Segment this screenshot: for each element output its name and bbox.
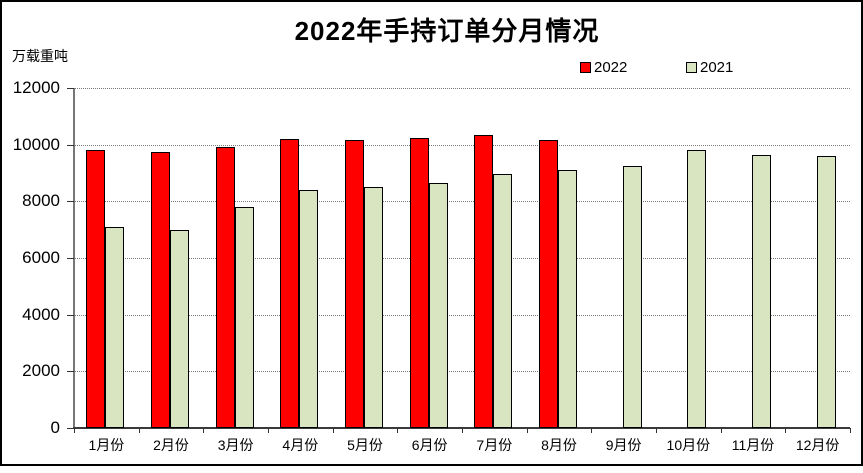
legend-label-2022: 2022 bbox=[594, 58, 628, 76]
gridline-4000 bbox=[74, 314, 850, 316]
x-axis-boundary-tick bbox=[332, 428, 334, 433]
y-tick-4000 bbox=[67, 314, 74, 316]
x-axis-label-10月份: 10月份 bbox=[666, 437, 711, 453]
bar-2021-11月份 bbox=[752, 155, 771, 428]
legend-swatch-2021 bbox=[686, 61, 697, 73]
y-tick-label-4000: 4000 bbox=[22, 304, 60, 324]
y-tick-label-6000: 6000 bbox=[22, 248, 60, 267]
chart-title: 2022年手持订单分月情况 bbox=[294, 16, 600, 46]
x-axis-label-11月份: 11月份 bbox=[731, 437, 775, 453]
y-tick-label-0: 0 bbox=[50, 418, 60, 437]
bar-2021-3月份 bbox=[235, 207, 254, 428]
bar-2021-4月份 bbox=[299, 190, 318, 428]
legend-label-2021: 2021 bbox=[700, 58, 734, 76]
x-axis-label-5月份: 5月份 bbox=[347, 437, 383, 453]
bar-2022-1月份 bbox=[86, 150, 105, 428]
x-axis-label-2月份: 2月份 bbox=[153, 437, 189, 453]
x-axis-label-4月份: 4月份 bbox=[282, 437, 319, 453]
legend-item-2022: 2022 bbox=[580, 58, 628, 76]
x-axis-line bbox=[73, 427, 850, 429]
x-axis-boundary-tick bbox=[850, 428, 851, 433]
gridline-6000 bbox=[74, 258, 850, 259]
y-axis-unit-label: 万载重吨 bbox=[12, 48, 68, 64]
x-axis-boundary-tick bbox=[203, 428, 205, 433]
bar-2021-8月份 bbox=[558, 170, 577, 428]
y-tick-label-8000: 8000 bbox=[22, 191, 60, 211]
x-axis-boundary-tick bbox=[785, 428, 787, 433]
y-tick-label-10000: 10000 bbox=[12, 134, 60, 154]
y-tick-8000 bbox=[67, 201, 74, 203]
x-axis-boundary-tick bbox=[268, 428, 269, 433]
x-axis-boundary-tick bbox=[74, 428, 75, 433]
bar-2022-2月份 bbox=[151, 152, 170, 428]
bar-2021-2月份 bbox=[170, 230, 189, 428]
bar-2021-10月份 bbox=[687, 150, 706, 428]
y-tick-label-2000: 2000 bbox=[22, 361, 60, 381]
y-tick-12000 bbox=[67, 88, 74, 89]
gridline-8000 bbox=[74, 201, 850, 203]
bar-2022-3月份 bbox=[216, 147, 235, 428]
bar-2021-12月份 bbox=[817, 156, 836, 428]
y-tick-2000 bbox=[67, 371, 74, 373]
x-axis-boundary-tick bbox=[462, 428, 463, 433]
bar-2021-6月份 bbox=[429, 183, 448, 428]
bar-2022-4月份 bbox=[280, 139, 299, 428]
x-axis-boundary-tick bbox=[591, 428, 593, 433]
x-axis-boundary-tick bbox=[720, 428, 722, 433]
y-tick-label-12000: 12000 bbox=[12, 78, 60, 97]
x-axis-label-12月份: 12月份 bbox=[795, 437, 840, 453]
bar-2022-7月份 bbox=[474, 135, 493, 428]
bar-2022-8月份 bbox=[539, 140, 558, 428]
gridline-12000 bbox=[74, 88, 850, 89]
y-tick-6000 bbox=[67, 258, 74, 259]
x-axis-boundary-tick bbox=[397, 428, 399, 433]
bar-2021-7月份 bbox=[493, 174, 512, 428]
x-axis-label-1月份: 1月份 bbox=[88, 437, 125, 453]
x-axis-label-3月份: 3月份 bbox=[217, 437, 254, 453]
gridline-10000 bbox=[74, 144, 850, 146]
x-axis-label-9月份: 9月份 bbox=[605, 437, 642, 453]
x-axis-boundary-tick bbox=[526, 428, 528, 433]
x-axis-label-7月份: 7月份 bbox=[476, 437, 513, 453]
bar-2021-1月份 bbox=[105, 227, 124, 428]
legend-swatch-2022 bbox=[580, 61, 591, 73]
y-tick-10000 bbox=[67, 144, 74, 146]
bar-2021-5月份 bbox=[364, 187, 383, 428]
y-tick-0 bbox=[67, 428, 74, 429]
legend-item-2021: 2021 bbox=[686, 58, 734, 76]
x-axis-label-8月份: 8月份 bbox=[541, 437, 577, 453]
bar-2022-6月份 bbox=[410, 138, 429, 428]
x-axis-boundary-tick bbox=[138, 428, 140, 433]
bar-2021-9月份 bbox=[623, 166, 642, 428]
gridline-2000 bbox=[74, 371, 850, 373]
x-axis-boundary-tick bbox=[656, 428, 657, 433]
x-axis-label-6月份: 6月份 bbox=[411, 437, 448, 453]
bar-2022-5月份 bbox=[345, 140, 364, 428]
plot-area: 1月份 2月份 3月份 4月份 5月份 6月份 7月份 8月份 9月份 10月份 11月份 12月份 bbox=[73, 88, 851, 453]
